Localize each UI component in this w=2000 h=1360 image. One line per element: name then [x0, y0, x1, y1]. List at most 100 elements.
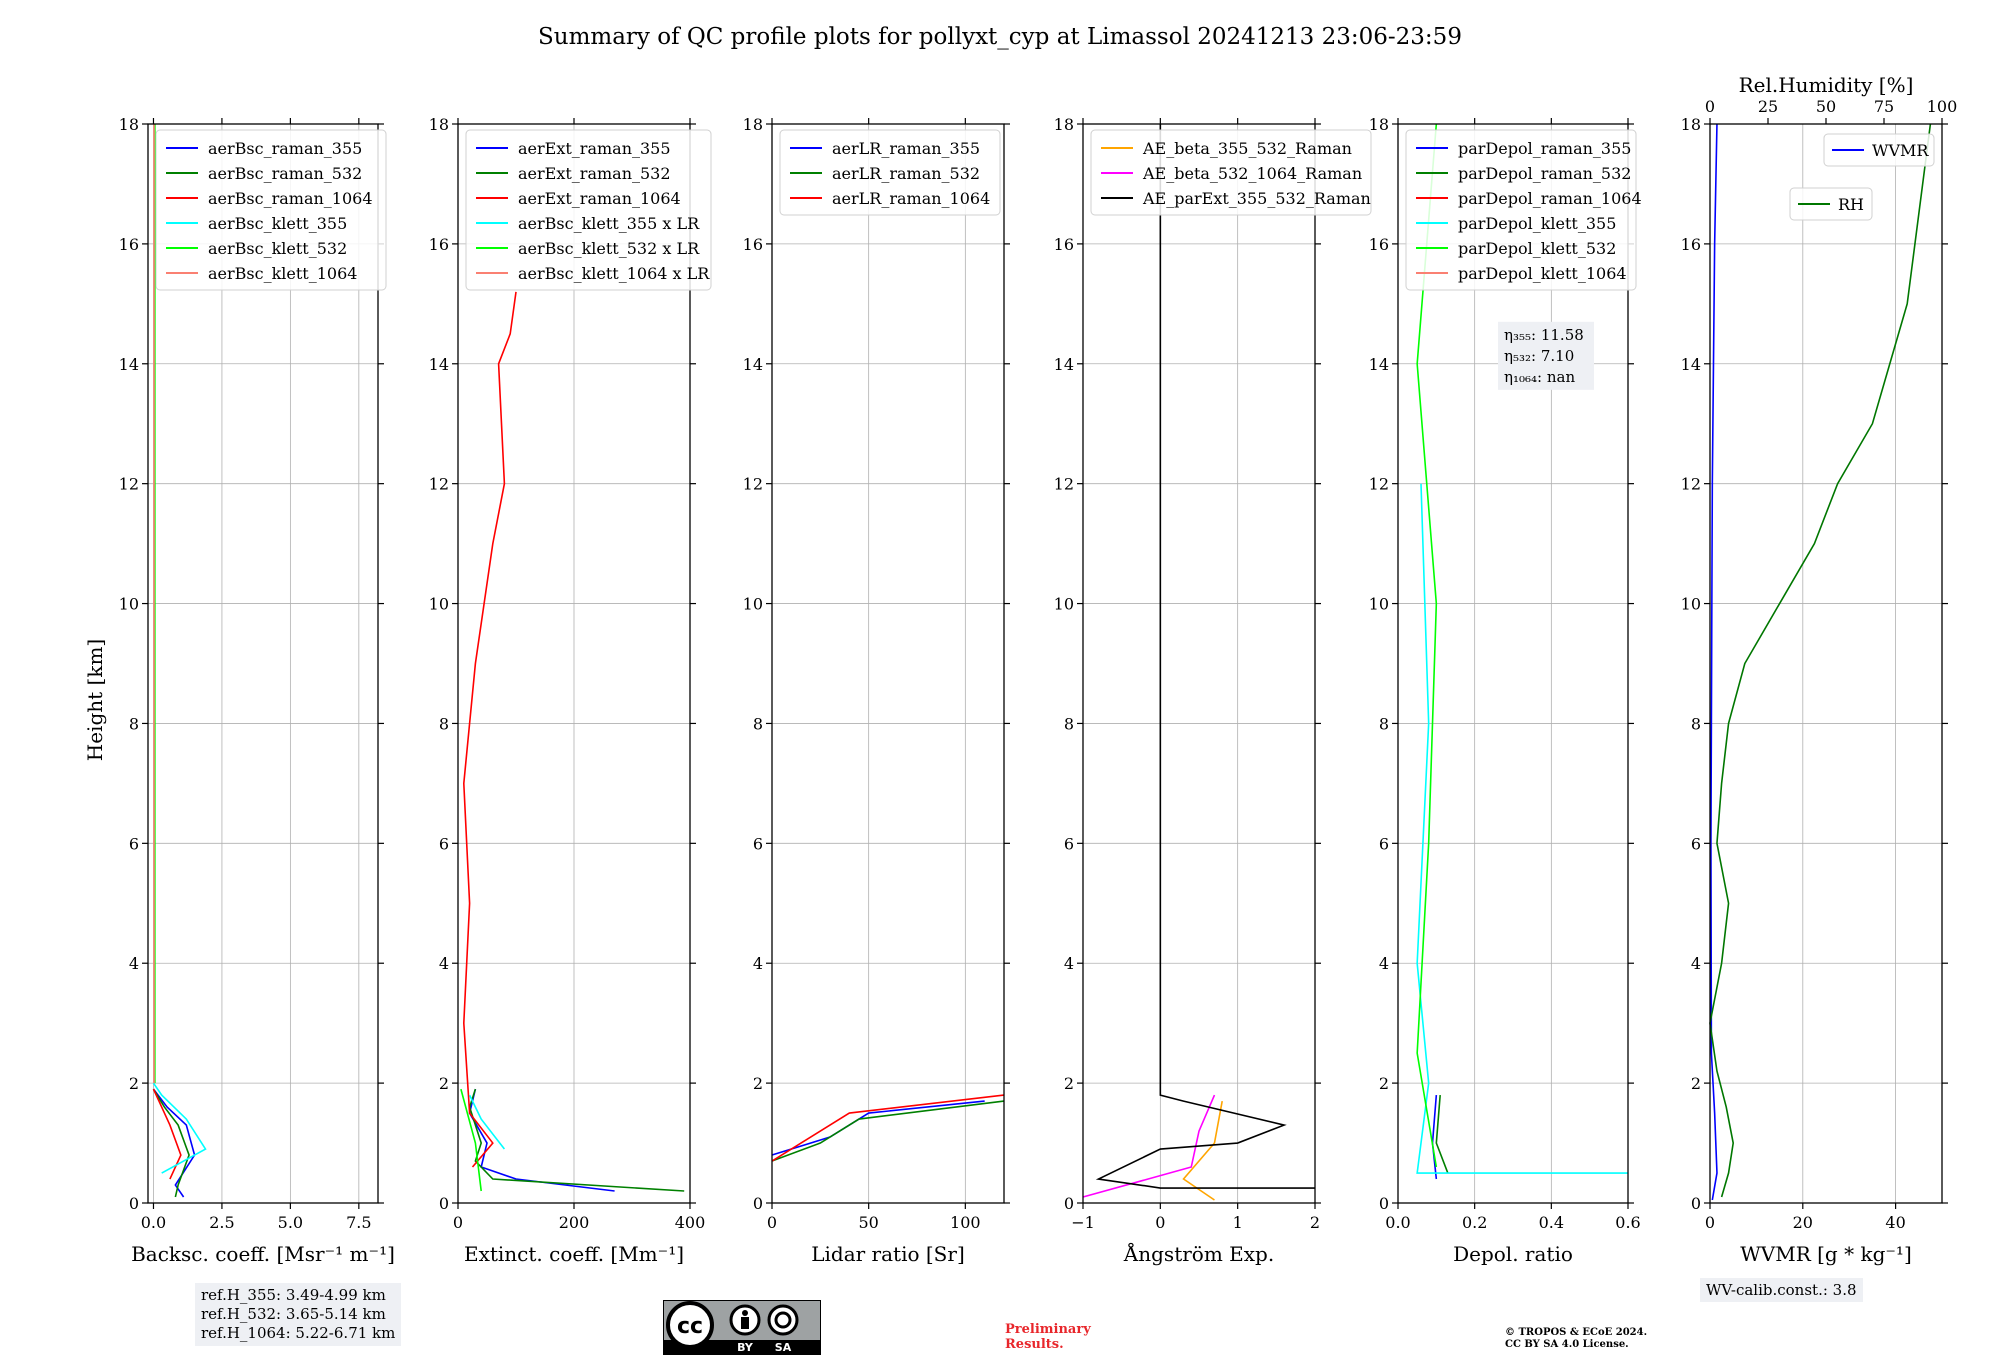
eta-label: η₃₅₅: 11.58 [1504, 326, 1584, 344]
y-tick-label: 6 [439, 834, 449, 853]
y-tick-label: 14 [1681, 355, 1701, 374]
legend-label: aerBsc_klett_532 x LR [518, 239, 700, 258]
y-tick-label: 6 [129, 834, 139, 853]
series-AE_beta_532_1064_Raman [1082, 1094, 1216, 1198]
y-tick-label: 14 [1054, 355, 1074, 374]
series-parDepol_raman_532 [1435, 1095, 1449, 1174]
axes-frame [1082, 123, 1316, 1204]
y-tick-label: 16 [429, 235, 449, 254]
y-tick-label: 8 [1064, 714, 1074, 733]
x-tick-label: 0.0 [1385, 1213, 1410, 1232]
legend-label: aerBsc_klett_355 [208, 214, 347, 233]
legend-box [1090, 129, 1372, 216]
legend-label: RH [1838, 195, 1864, 214]
x-tick-label: 400 [675, 1213, 706, 1232]
legend-label: aerBsc_klett_1064 x LR [518, 264, 710, 283]
top-x-tick-label: 75 [1874, 97, 1894, 116]
legend-box [779, 129, 1001, 216]
y-tick-label: 18 [429, 115, 449, 134]
x-tick-label: 20 [1793, 1213, 1813, 1232]
series-aerLR_raman_532 [771, 1100, 1005, 1162]
x-tick-label: −1 [1071, 1213, 1095, 1232]
y-tick-label: 16 [1369, 235, 1389, 254]
top-x-axis-label: Rel.Humidity [%] [1739, 73, 1914, 97]
x-tick-label: 2.5 [209, 1213, 234, 1232]
y-tick-label: 2 [1379, 1074, 1389, 1093]
x-axis-label: Backsc. coeff. [Msr⁻¹ m⁻¹] [131, 1242, 395, 1266]
series-parDepol_klett_355 [1416, 483, 1628, 1174]
eta-label: η₅₃₂: 7.10 [1504, 347, 1574, 365]
y-tick-label: 4 [439, 954, 449, 973]
legend-label: aerExt_raman_532 [518, 164, 671, 183]
cc-icon [666, 1301, 714, 1349]
legend-label: aerBsc_raman_355 [208, 139, 362, 158]
panel-1: 0 2 4 6 8 10 12 14 16 18 0.0 2.5 5.0 7.5 Backsc. coeff… [119, 115, 395, 1266]
y-tick-label: 10 [429, 595, 449, 614]
y-tick-label: 8 [439, 714, 449, 733]
series-WVMR [1710, 123, 1718, 1201]
y-tick-label: 12 [1054, 475, 1074, 494]
ref-height-355: ref.H_355: 3.49-4.99 km [201, 1286, 386, 1304]
wv-calibration-box: WV-calib.const.: 3.8 [1700, 1278, 1863, 1302]
top-x-tick-label: 50 [1816, 97, 1836, 116]
legend-label: WVMR [1872, 141, 1929, 160]
y-tick-label: 12 [1681, 475, 1701, 494]
x-tick-label: 0.6 [1615, 1213, 1640, 1232]
legend: aerBsc_raman_355 aerBsc_raman_532 aerBsc_r… [155, 129, 387, 291]
y-tick-label: 6 [1379, 834, 1389, 853]
legend-RH: RH [1789, 187, 1873, 221]
y-tick-label: 10 [1369, 595, 1389, 614]
y-tick-label: 16 [743, 235, 763, 254]
y-tick-label: 12 [429, 475, 449, 494]
y-axis-label: Height [km] [83, 639, 107, 761]
legend-box [1789, 187, 1873, 221]
y-tick-label: 16 [119, 235, 139, 254]
y-tick-label: 0 [753, 1194, 763, 1213]
y-tick-label: 10 [1054, 595, 1074, 614]
x-tick-label: 200 [559, 1213, 590, 1232]
legend-label: parDepol_klett_1064 [1458, 264, 1627, 283]
cc-license-badge: cc BY SA [663, 1300, 821, 1355]
legend: AE_beta_355_532_Raman AE_beta_532_1064_Ra… [1090, 129, 1372, 216]
x-axis-label: Ångström Exp. [1123, 1241, 1274, 1266]
y-tick-label: 4 [1064, 954, 1074, 973]
y-tick-label: 10 [119, 595, 139, 614]
y-tick-label: 8 [753, 714, 763, 733]
x-tick-label: 40 [1885, 1213, 1905, 1232]
legend: parDepol_raman_355 parDepol_raman_532 parD… [1405, 129, 1642, 291]
legend-label: parDepol_raman_1064 [1458, 189, 1642, 208]
top-x-tick-label: 25 [1758, 97, 1778, 116]
copyright-note: © TROPOS & ECoE 2024. CC BY SA 4.0 Licen… [1505, 1327, 1648, 1350]
y-tick-label: 8 [129, 714, 139, 733]
panel-5: 0 2 4 6 8 10 12 14 16 18 0.0 0.2 0.4 0.6 Depol. ratio p… [1369, 115, 1642, 1266]
ref-height-532: ref.H_532: 3.65-5.14 km [201, 1305, 386, 1323]
x-tick-label: 0 [453, 1213, 463, 1232]
legend-box [1405, 129, 1637, 291]
legend-box [465, 129, 712, 291]
axes-frame [147, 123, 379, 1204]
panel-2: 0 2 4 6 8 10 12 14 16 18 0 200 400 Extinct. coeff. [M… [429, 115, 712, 1266]
figure-title: Summary of QC profile plots for pollyxt_… [538, 24, 1462, 50]
y-tick-label: 0 [1379, 1194, 1389, 1213]
legend-label: aerLR_raman_355 [832, 139, 980, 158]
y-tick-label: 14 [743, 355, 763, 374]
y-tick-label: 0 [1691, 1194, 1701, 1213]
series-aerLR_raman_1064 [771, 1094, 1005, 1162]
x-tick-label: 7.5 [346, 1213, 371, 1232]
y-tick-label: 4 [1691, 954, 1701, 973]
series-aerExt_raman_1064 [462, 291, 517, 1168]
legend-label: aerExt_raman_355 [518, 139, 671, 158]
series-aerBsc_klett_355 [152, 1082, 207, 1174]
y-tick-label: 2 [753, 1074, 763, 1093]
y-tick-label: 8 [1691, 714, 1701, 733]
sa-share-alike-icon [767, 1304, 799, 1336]
x-tick-label: 0.4 [1539, 1213, 1564, 1232]
x-tick-label: 0 [767, 1213, 777, 1232]
y-tick-label: 18 [1054, 115, 1074, 134]
y-tick-label: 0 [1064, 1194, 1074, 1213]
x-tick-label: 0 [1155, 1213, 1165, 1232]
series-AE_parExt_355_532_Raman [1095, 124, 1315, 1189]
x-tick-label: 100 [950, 1213, 981, 1232]
